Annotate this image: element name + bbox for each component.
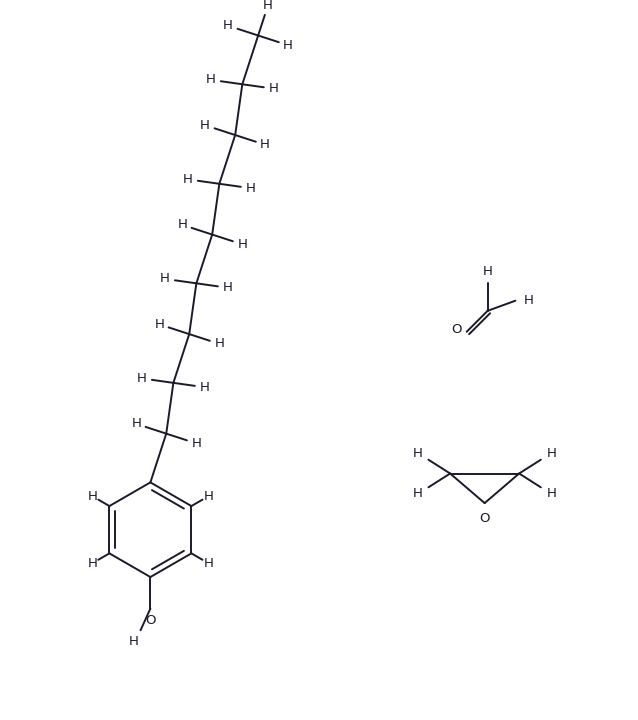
Text: H: H	[191, 437, 201, 450]
Text: H: H	[214, 338, 224, 351]
Text: H: H	[237, 238, 247, 251]
Text: H: H	[177, 218, 187, 231]
Text: H: H	[413, 487, 422, 500]
Text: H: H	[260, 138, 270, 151]
Text: H: H	[160, 272, 170, 285]
Text: H: H	[87, 557, 97, 570]
Text: H: H	[137, 372, 147, 385]
Text: H: H	[547, 487, 556, 500]
Text: H: H	[154, 318, 164, 331]
Text: H: H	[183, 173, 193, 186]
Text: H: H	[87, 490, 97, 503]
Text: H: H	[223, 282, 232, 294]
Text: H: H	[483, 265, 493, 278]
Text: H: H	[131, 418, 141, 431]
Text: H: H	[204, 490, 213, 503]
Text: H: H	[263, 0, 273, 12]
Text: H: H	[283, 39, 293, 52]
Text: O: O	[479, 513, 490, 526]
Text: H: H	[200, 381, 209, 394]
Text: H: H	[223, 19, 233, 32]
Text: H: H	[129, 634, 138, 647]
Text: O: O	[145, 614, 156, 627]
Text: H: H	[523, 294, 533, 307]
Text: H: H	[269, 82, 279, 95]
Text: H: H	[413, 447, 422, 460]
Text: H: H	[547, 447, 556, 460]
Text: H: H	[206, 73, 216, 86]
Text: H: H	[200, 119, 210, 132]
Text: O: O	[452, 323, 462, 336]
Text: H: H	[246, 181, 255, 194]
Text: H: H	[204, 557, 213, 570]
